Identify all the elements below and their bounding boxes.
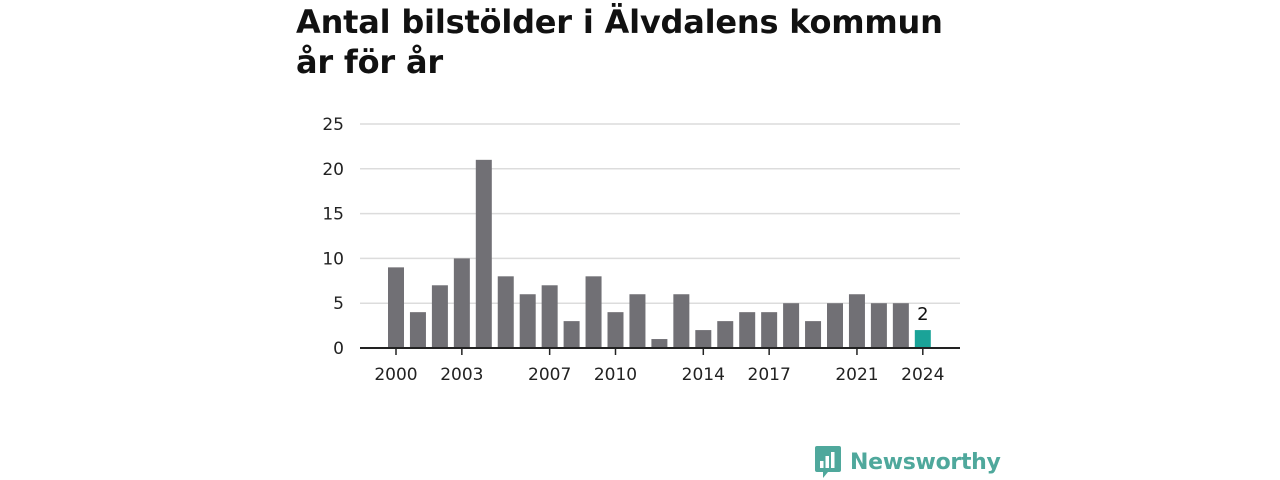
bar bbox=[475, 159, 492, 348]
labels: 0 5 10 15 20 25 2 2000 2003 2007 2010 2014 2017 2021 2… bbox=[322, 115, 944, 385]
bar bbox=[607, 312, 624, 348]
bar bbox=[827, 303, 843, 348]
bar bbox=[629, 294, 646, 348]
x-tick-label: 2024 bbox=[901, 365, 944, 385]
bar bbox=[585, 276, 602, 348]
bar bbox=[761, 312, 778, 348]
x-tick-label: 2010 bbox=[594, 365, 637, 385]
x-tick-label: 2000 bbox=[374, 365, 417, 385]
bar bbox=[848, 294, 865, 348]
bar bbox=[409, 312, 426, 348]
y-tick-label: 5 bbox=[333, 294, 344, 314]
bar bbox=[695, 330, 712, 348]
bar bbox=[805, 321, 822, 348]
x-tick-label: 2021 bbox=[835, 365, 878, 385]
y-tick-label: 15 bbox=[322, 205, 344, 225]
bar bbox=[673, 294, 690, 348]
bar bbox=[388, 267, 404, 348]
y-tick-label: 25 bbox=[322, 115, 344, 135]
bar bbox=[651, 339, 668, 348]
bar bbox=[453, 258, 470, 348]
bar bbox=[563, 321, 580, 348]
axes bbox=[360, 347, 960, 355]
bar bbox=[519, 294, 536, 348]
newsworthy-brand: Newsworthy bbox=[814, 444, 1001, 480]
bar-chart: 0 5 10 15 20 25 2 2000 2003 2007 2010 2014 2017 2021 2… bbox=[322, 115, 960, 385]
bar bbox=[497, 276, 514, 348]
x-tick-label: 2003 bbox=[440, 365, 483, 385]
y-tick-label: 0 bbox=[333, 339, 344, 359]
bar bbox=[783, 303, 800, 348]
data-label: 2 bbox=[917, 304, 928, 325]
x-tick-label: 2007 bbox=[528, 365, 571, 385]
bars bbox=[388, 159, 931, 348]
y-tick-label: 20 bbox=[322, 160, 344, 180]
newsworthy-logo-icon bbox=[815, 446, 841, 478]
gridlines bbox=[360, 123, 960, 304]
bar bbox=[739, 312, 756, 348]
x-tick-label: 2017 bbox=[748, 365, 791, 385]
bar-highlighted bbox=[914, 330, 931, 348]
bar bbox=[892, 303, 909, 348]
x-tick-label: 2014 bbox=[682, 365, 725, 385]
bar bbox=[431, 285, 448, 348]
y-tick-label: 10 bbox=[322, 249, 344, 269]
bar bbox=[541, 285, 558, 348]
chart-title: Antal bilstölder i Älvdalens kommun år f… bbox=[296, 3, 943, 81]
brand-name: Newsworthy bbox=[850, 449, 1001, 475]
bar bbox=[717, 321, 734, 348]
bar bbox=[870, 303, 887, 348]
